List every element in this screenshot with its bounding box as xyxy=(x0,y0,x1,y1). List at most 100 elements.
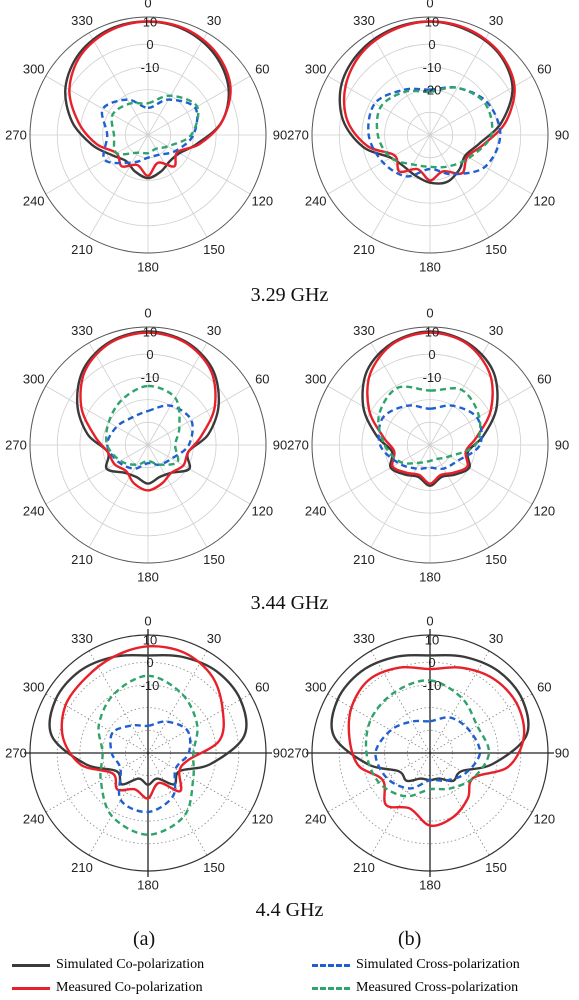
radial-tick-label: 10 xyxy=(143,325,157,340)
radial-tick-label: -10 xyxy=(423,370,442,385)
grid-spoke xyxy=(88,342,149,446)
angle-tick-label: 210 xyxy=(353,242,375,257)
series-line-measured-cross-polarization xyxy=(377,385,482,465)
grid-spoke xyxy=(147,444,251,505)
grid-spoke xyxy=(370,32,431,136)
grid-spoke xyxy=(429,444,533,505)
angle-tick-label: 330 xyxy=(353,631,375,646)
outer-circle xyxy=(29,326,267,564)
angle-tick-label: 30 xyxy=(489,631,503,646)
grid-spoke xyxy=(45,752,149,813)
frequency-label-1: 3.29 GHz xyxy=(250,284,329,306)
radial-tick-label: -10 xyxy=(141,678,160,693)
legend-item-simulated-cross: Simulated Cross-polarization xyxy=(312,955,520,975)
series-line-measured-co-polarization xyxy=(347,665,526,828)
grid-spoke xyxy=(429,134,490,238)
legend-item-simulated-co: Simulated Co-polarization xyxy=(12,955,204,975)
radial-tick-label: -10 xyxy=(423,678,442,693)
angle-tick-label: 240 xyxy=(305,194,327,209)
angle-tick-label: 150 xyxy=(485,552,507,567)
grid-spoke xyxy=(147,342,208,446)
angle-tick-label: 90 xyxy=(555,128,569,143)
radial-tick-label: 10 xyxy=(425,15,439,30)
grid-spoke xyxy=(147,32,208,136)
angle-tick-label: 210 xyxy=(71,860,93,875)
radial-tick-label: 10 xyxy=(143,633,157,648)
angle-tick-label: 270 xyxy=(287,128,309,143)
series-line-measured-cross-polarization xyxy=(375,86,494,169)
grid-spoke xyxy=(429,342,490,446)
angle-tick-label: 300 xyxy=(305,372,327,387)
polar-chart-5: 0 30 60 90 120 150 180 210 240 270 300 330 -10 0 10 xyxy=(5,614,287,893)
series-line-simulated-co-polarization xyxy=(75,330,221,485)
angle-tick-label: 0 xyxy=(426,614,433,629)
angle-tick-label: 210 xyxy=(353,860,375,875)
legend-label-measured-cross: Measured Cross-polarization xyxy=(356,980,519,995)
angle-tick-label: 270 xyxy=(287,438,309,453)
angle-tick-label: 0 xyxy=(426,306,433,321)
angle-tick-label: 330 xyxy=(353,13,375,28)
polar-chart-1: 0 30 60 90 120 150 180 210 240 270 300 330 -10 0 10 xyxy=(5,0,287,275)
angle-tick-label: 150 xyxy=(485,242,507,257)
frequency-label-2: 3.44 GHz xyxy=(250,592,329,614)
angle-tick-label: 60 xyxy=(255,680,269,695)
polar-figure: 0306090120150180210240270300330-10010030… xyxy=(5,0,569,893)
grid-spoke xyxy=(147,134,251,195)
polar-chart-2: 0 30 60 90 120 150 180 210 240 270 300 330 -20 -10 0 10 xyxy=(287,0,569,275)
grid-spoke xyxy=(147,650,208,754)
angle-tick-label: 330 xyxy=(71,13,93,28)
angle-tick-label: 60 xyxy=(537,680,551,695)
radial-tick-label: 0 xyxy=(428,655,435,670)
grid-spoke xyxy=(147,693,251,754)
angle-tick-label: 150 xyxy=(203,552,225,567)
legend-swatch-measured-cross xyxy=(312,986,350,990)
angle-tick-label: 60 xyxy=(537,62,551,77)
angle-tick-label: 300 xyxy=(23,372,45,387)
angle-tick-label: 60 xyxy=(255,62,269,77)
series-line-simulated-cross-polarization xyxy=(374,716,482,790)
grid-spoke xyxy=(370,650,431,754)
angle-tick-label: 30 xyxy=(207,323,221,338)
grid-spoke xyxy=(327,385,431,446)
legend: Simulated Co-polarization Simulated Cros… xyxy=(0,955,579,1000)
angle-tick-label: 330 xyxy=(71,323,93,338)
grid-spoke xyxy=(327,134,431,195)
angle-tick-label: 270 xyxy=(5,438,27,453)
series-line-measured-cross-polarization xyxy=(364,679,491,798)
outer-circle xyxy=(311,16,549,254)
series-line-simulated-co-polarization xyxy=(361,330,499,487)
angle-tick-label: 120 xyxy=(251,504,273,519)
angle-tick-label: 330 xyxy=(353,323,375,338)
grid-spoke xyxy=(327,693,431,754)
series-line-simulated-cross-polarization xyxy=(109,720,192,814)
angle-tick-label: 180 xyxy=(419,260,441,275)
radial-tick-label: 0 xyxy=(146,37,153,52)
polar-chart-4: 0 30 60 90 120 150 180 210 240 270 300 330 -10 0 10 xyxy=(287,306,569,585)
grid-spoke xyxy=(429,650,490,754)
series-line-simulated-co-polarization xyxy=(338,20,514,185)
angle-tick-label: 240 xyxy=(23,812,45,827)
polar-chart-6: 0 30 60 90 120 150 180 210 240 270 300 330 -10 0 10 xyxy=(287,614,569,893)
angle-tick-label: 90 xyxy=(555,746,569,761)
radial-tick-label: 10 xyxy=(425,325,439,340)
angle-tick-label: 0 xyxy=(144,0,151,11)
series-line-measured-cross-polarization xyxy=(104,384,181,466)
grid-spoke xyxy=(429,32,490,136)
angle-tick-label: 0 xyxy=(426,0,433,11)
legend-label-simulated-co: Simulated Co-polarization xyxy=(56,957,205,972)
grid-spoke xyxy=(147,385,251,446)
grid-spoke xyxy=(45,75,149,136)
grid-spoke xyxy=(429,75,533,136)
angle-tick-label: 90 xyxy=(273,438,287,453)
series-line-measured-co-polarization xyxy=(79,331,217,492)
angle-tick-label: 210 xyxy=(71,552,93,567)
radial-tick-label: 0 xyxy=(428,37,435,52)
angle-tick-label: 300 xyxy=(23,62,45,77)
grid-spoke xyxy=(45,444,149,505)
outer-circle xyxy=(29,16,267,254)
legend-label-simulated-cross: Simulated Cross-polarization xyxy=(356,957,520,972)
grid-spoke xyxy=(45,385,149,446)
angle-tick-label: 120 xyxy=(533,194,555,209)
angle-tick-label: 90 xyxy=(273,128,287,143)
series-line-simulated-cross-polarization xyxy=(377,404,483,471)
